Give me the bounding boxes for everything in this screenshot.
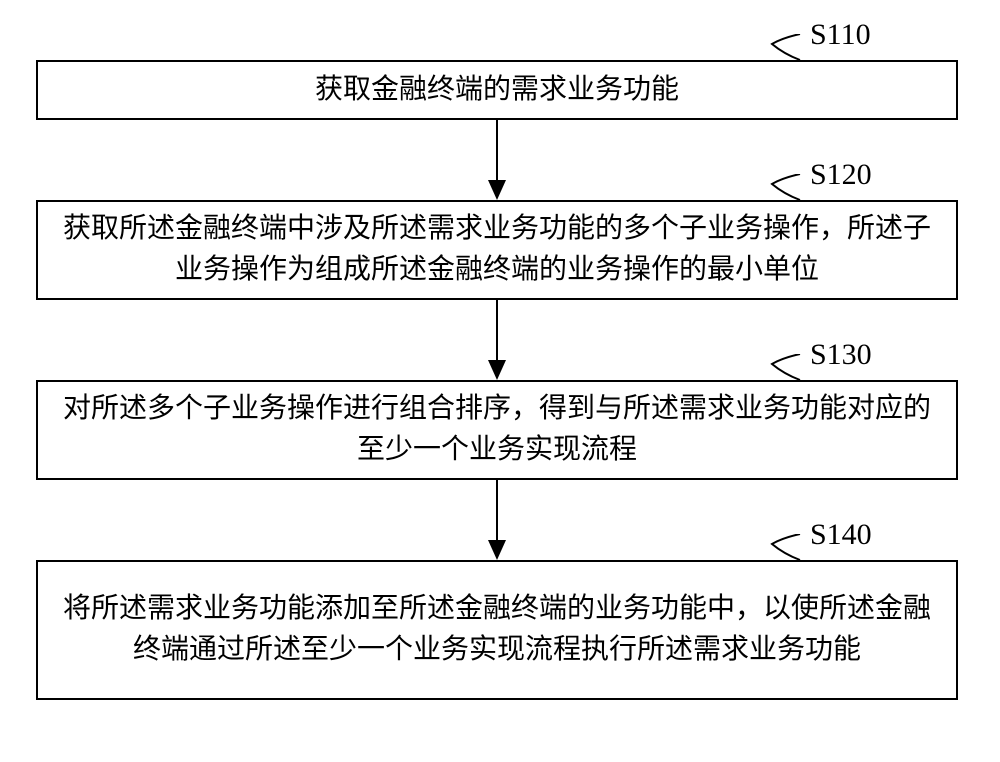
step-text: 将所述需求业务功能添加至所述金融终端的业务功能中，以使所述金融终端通过所述至少一… bbox=[58, 589, 936, 670]
flowchart-canvas: 获取金融终端的需求业务功能 S110 获取所述金融终端中涉及所述需求业务功能的多… bbox=[0, 0, 1000, 762]
connector-3 bbox=[488, 480, 506, 560]
connector-2 bbox=[488, 300, 506, 380]
step-text: 对所述多个子业务操作进行组合排序，得到与所述需求业务功能对应的至少一个业务实现流… bbox=[58, 389, 936, 470]
step-text: 获取金融终端的需求业务功能 bbox=[315, 70, 679, 111]
connector-1 bbox=[488, 120, 506, 200]
step-box-s110: 获取金融终端的需求业务功能 bbox=[36, 60, 958, 120]
step-text: 获取所述金融终端中涉及所述需求业务功能的多个子业务操作，所述子业务操作为组成所述… bbox=[58, 209, 936, 290]
callout-s110 bbox=[760, 34, 820, 62]
callout-s120 bbox=[760, 174, 820, 202]
step-box-s120: 获取所述金融终端中涉及所述需求业务功能的多个子业务操作，所述子业务操作为组成所述… bbox=[36, 200, 958, 300]
step-box-s130: 对所述多个子业务操作进行组合排序，得到与所述需求业务功能对应的至少一个业务实现流… bbox=[36, 380, 958, 480]
step-box-s140: 将所述需求业务功能添加至所述金融终端的业务功能中，以使所述金融终端通过所述至少一… bbox=[36, 560, 958, 700]
callout-s130 bbox=[760, 354, 820, 382]
callout-s140 bbox=[760, 534, 820, 562]
